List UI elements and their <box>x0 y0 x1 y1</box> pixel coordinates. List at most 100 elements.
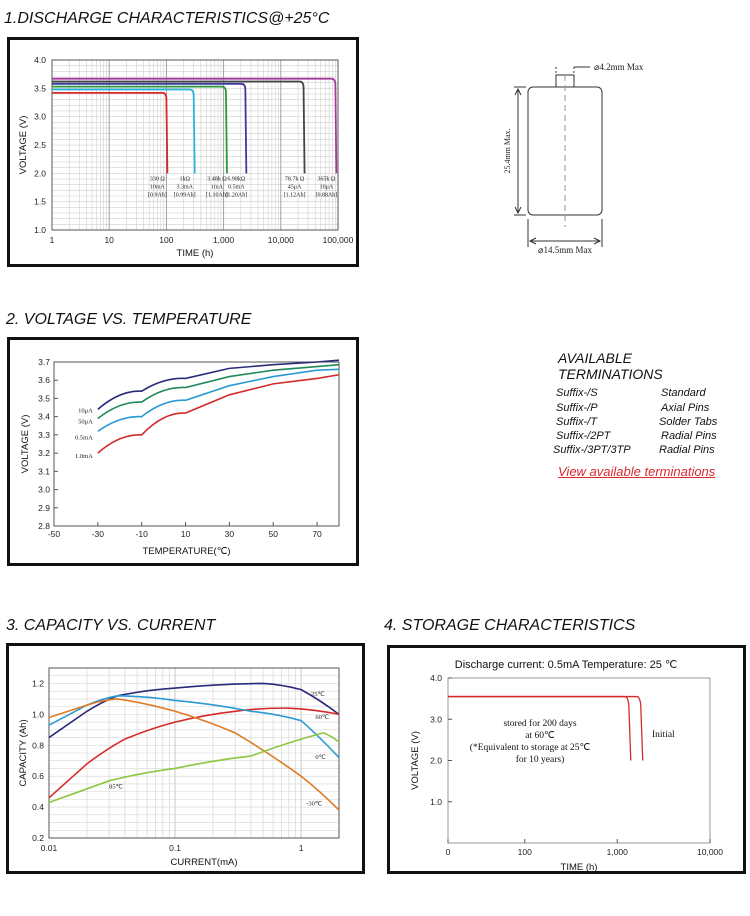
y-tick-label: 3.0 <box>38 485 50 495</box>
series-label: 0.5mA <box>228 184 245 190</box>
series-label: [1.20Ah] <box>225 192 247 198</box>
storage-chart-frame: Discharge current: 0.5mA Temperature: 25… <box>387 645 746 874</box>
storage-annotation: stored for 200 days <box>503 718 576 729</box>
x-tick-label: 10,000 <box>268 235 294 245</box>
x-tick-label: 1,000 <box>607 847 629 857</box>
termination-suffix: Suffix-/P <box>556 402 598 414</box>
temperature-series-line <box>97 359 340 410</box>
view-terminations-link[interactable]: View available terminations <box>558 464 716 479</box>
y-tick-label: 3.0 <box>430 714 442 724</box>
series-label: 1mA <box>211 184 224 190</box>
x-tick-label: 0 <box>446 847 451 857</box>
chart-title: Discharge current: 0.5mA Temperature: 25… <box>455 659 677 671</box>
discharge-series-line <box>52 91 169 174</box>
series-label: 6.98kΩ <box>227 176 246 182</box>
x-tick-label: -10 <box>136 529 149 539</box>
termination-suffix: Suffix-/2PT <box>556 430 611 442</box>
y-tick-label: 0.6 <box>32 771 44 781</box>
x-tick-label: 30 <box>225 529 235 539</box>
y-tick-label: 1.5 <box>34 197 46 207</box>
y-tick-label: 1.0 <box>34 225 46 235</box>
capacity-chart-frame: 0.2 0.4 0.6 0.8 1.0 1.2 0.01 0.1 1 CURRENT(mA) CAP… <box>6 643 365 874</box>
y-tick-label: 0.4 <box>32 802 44 812</box>
x-tick-label: 0.01 <box>41 843 58 853</box>
x-tick-label: 100 <box>159 235 173 245</box>
plot-border <box>51 59 339 231</box>
termination-type: Standard <box>661 387 706 399</box>
capacity-chart: 0.2 0.4 0.6 0.8 1.0 1.2 0.01 0.1 1 CURRENT(mA) CAP… <box>18 667 340 868</box>
series-label: 45μA <box>288 184 302 190</box>
x-axis-label: TEMPERATURE(℃) <box>142 546 230 557</box>
temperature-series-line <box>97 368 340 432</box>
x-tick-label: 1 <box>50 235 55 245</box>
series-label: [0.88Ah] <box>315 192 337 198</box>
y-tick-label: 3.5 <box>34 83 46 93</box>
y-tick-label: 3.2 <box>38 448 50 458</box>
y-tick-label: 2.0 <box>34 168 46 178</box>
x-tick-label: 1,000 <box>213 235 235 245</box>
series-label: 1.0mA <box>75 453 93 460</box>
x-axis-label: TIME (h) <box>177 248 214 259</box>
series-label: 1kΩ <box>179 176 190 182</box>
x-tick-label: 70 <box>312 529 322 539</box>
series-label: 78.7k Ω <box>285 176 305 182</box>
y-tick-label: 1.0 <box>430 797 442 807</box>
series-label: -30℃ <box>306 801 323 808</box>
plot-border <box>53 361 340 527</box>
y-tick-label: 2.9 <box>38 503 50 513</box>
series-label: 50μA <box>78 418 93 425</box>
y-tick-label: 0.8 <box>32 740 44 750</box>
y-tick-label: 3.3 <box>38 430 50 440</box>
y-tick-label: 0.2 <box>32 833 44 843</box>
x-tick-label: 50 <box>268 529 278 539</box>
y-tick-label: 3.5 <box>38 393 50 403</box>
x-tick-label: 0.1 <box>169 843 181 853</box>
cell-dimension-drawing: ⌀4.2mm Max 25.4mm Max. ⌀14.5mm Max <box>503 62 644 255</box>
y-tick-label: 3.0 <box>34 112 46 122</box>
series-label: [1.12Ah] <box>284 192 306 198</box>
discharge-series-line <box>52 77 338 174</box>
y-tick-label: 1.2 <box>32 678 44 688</box>
capacity-series-line <box>48 732 340 804</box>
storage-chart: Discharge current: 0.5mA Temperature: 25… <box>410 659 723 873</box>
y-axis-label: VOLTAGE (V) <box>20 415 31 474</box>
y-tick-label: 3.4 <box>38 412 50 422</box>
plot-border <box>447 677 711 844</box>
terminations-title-line1: AVAILABLE <box>558 350 632 366</box>
x-tick-label: 100,000 <box>323 235 354 245</box>
series-label: [0.9Ah] <box>148 192 167 198</box>
discharge-title: 1.DISCHARGE CHARACTERISTICS@+25°C <box>4 10 330 27</box>
capacity-series-line <box>48 698 340 811</box>
series-label: 10μA <box>78 407 93 414</box>
storage-annotation: for 10 years) <box>516 754 565 765</box>
y-tick-label: 2.5 <box>34 140 46 150</box>
series-label: 60℃ <box>315 714 330 721</box>
y-tick-label: 1.0 <box>32 709 44 719</box>
termination-suffix: Suffix-/3PT/3TP <box>553 444 631 456</box>
y-tick-label: 3.1 <box>38 466 50 476</box>
storage-series-line <box>448 695 644 761</box>
series-label: 365k Ω <box>317 176 336 182</box>
termination-type: Solder Tabs <box>659 416 718 428</box>
discharge-chart: 1 10 100 1,000 10,000 100,000 1.0 1.5 2.0 2.5 3.0 3… <box>18 55 354 259</box>
storage-title: 4. STORAGE CHARACTERISTICS <box>384 617 636 634</box>
termination-type: Radial Pins <box>661 430 717 442</box>
temperature-chart: 2.8 2.9 3.0 3.1 3.2 3.3 3.4 3.5 3.6 3.7 -50 -30 -10 1… <box>20 357 340 557</box>
y-axis-label: VOLTAGE (V) <box>410 731 421 790</box>
temperature-series-line <box>97 363 340 420</box>
x-tick-label: -50 <box>48 529 61 539</box>
discharge-series-line <box>52 88 196 174</box>
tab-dimension-label: ⌀4.2mm Max <box>594 62 644 72</box>
series-label: 25℃ <box>311 691 326 698</box>
y-tick-label: 4.0 <box>34 55 46 65</box>
initial-annotation: Initial <box>652 730 675 740</box>
x-tick-label: 10 <box>104 235 114 245</box>
termination-type: Radial Pins <box>659 444 715 456</box>
temperature-series-line <box>97 373 340 454</box>
y-tick-label: 2.8 <box>38 521 50 531</box>
x-tick-label: 1 <box>299 843 304 853</box>
series-label: 330 Ω <box>150 176 166 182</box>
x-tick-label: 100 <box>518 847 532 857</box>
x-tick-label: -30 <box>92 529 105 539</box>
plot-border <box>48 667 340 839</box>
